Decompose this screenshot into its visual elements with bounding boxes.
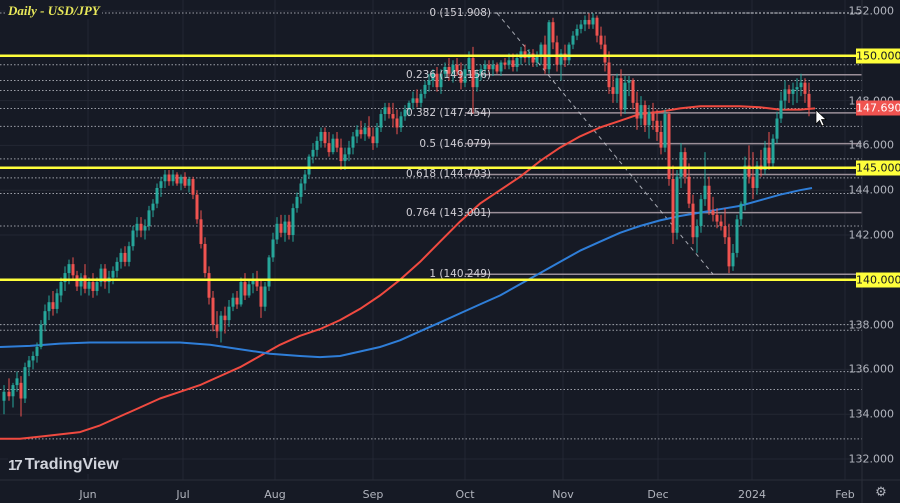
candlesticks <box>2 13 811 417</box>
chart-title: Daily - USD/JPY <box>6 3 102 19</box>
fib-label-0.764: 0.764 (143.001) <box>405 206 491 219</box>
price-tick-label: 132.000 <box>848 452 895 466</box>
time-tick-label: Oct <box>455 488 475 501</box>
time-tick-label: Jun <box>79 488 97 501</box>
fib-label-1: 1 (140.249) <box>429 268 491 281</box>
time-tick-label: 2024 <box>738 488 766 501</box>
time-tick-label: Sep <box>362 488 384 501</box>
tradingview-logo[interactable]: 17 TradingView <box>8 456 122 474</box>
mouse-cursor-icon <box>815 109 827 127</box>
price-tick-label: 134.000 <box>848 407 895 421</box>
price-tick-label: 152.000 <box>848 4 895 18</box>
key-level-tag: 150.000 <box>856 48 900 64</box>
price-tick-label: 136.000 <box>848 362 895 376</box>
fib-label-0.5: 0.5 (146.079) <box>419 137 491 150</box>
horizontal-key-levels[interactable] <box>0 54 862 282</box>
price-tick-label: 144.000 <box>848 183 895 197</box>
time-tick-label: Aug <box>264 488 286 501</box>
key-level-tag: 140.000 <box>856 272 900 288</box>
fib-label-0.236: 0.236 (149.156) <box>405 68 491 81</box>
price-tick-label: 146.000 <box>848 138 895 152</box>
fib-label-0.618: 0.618 (144.703) <box>405 168 491 181</box>
tradingview-wordmark: TradingView <box>24 456 119 473</box>
time-tick-label: Dec <box>647 488 669 501</box>
gear-icon[interactable]: ⚙ <box>875 484 887 499</box>
current-price-tag: 147.690 <box>856 100 900 116</box>
key-level-tag: 145.000 <box>856 160 900 176</box>
fib-label-0.382: 0.382 (147.454) <box>405 106 491 119</box>
dotted-horizontal-levels <box>0 12 862 440</box>
tradingview-mark-icon: 17 <box>8 456 23 474</box>
fib-label-0: 0 (151.908) <box>429 7 491 20</box>
time-tick-label: Feb <box>835 488 855 501</box>
time-tick-label: Jul <box>176 488 190 501</box>
price-tick-label: 138.000 <box>848 318 895 332</box>
price-tick-label: 142.000 <box>848 228 895 242</box>
time-tick-label: Nov <box>552 488 574 501</box>
